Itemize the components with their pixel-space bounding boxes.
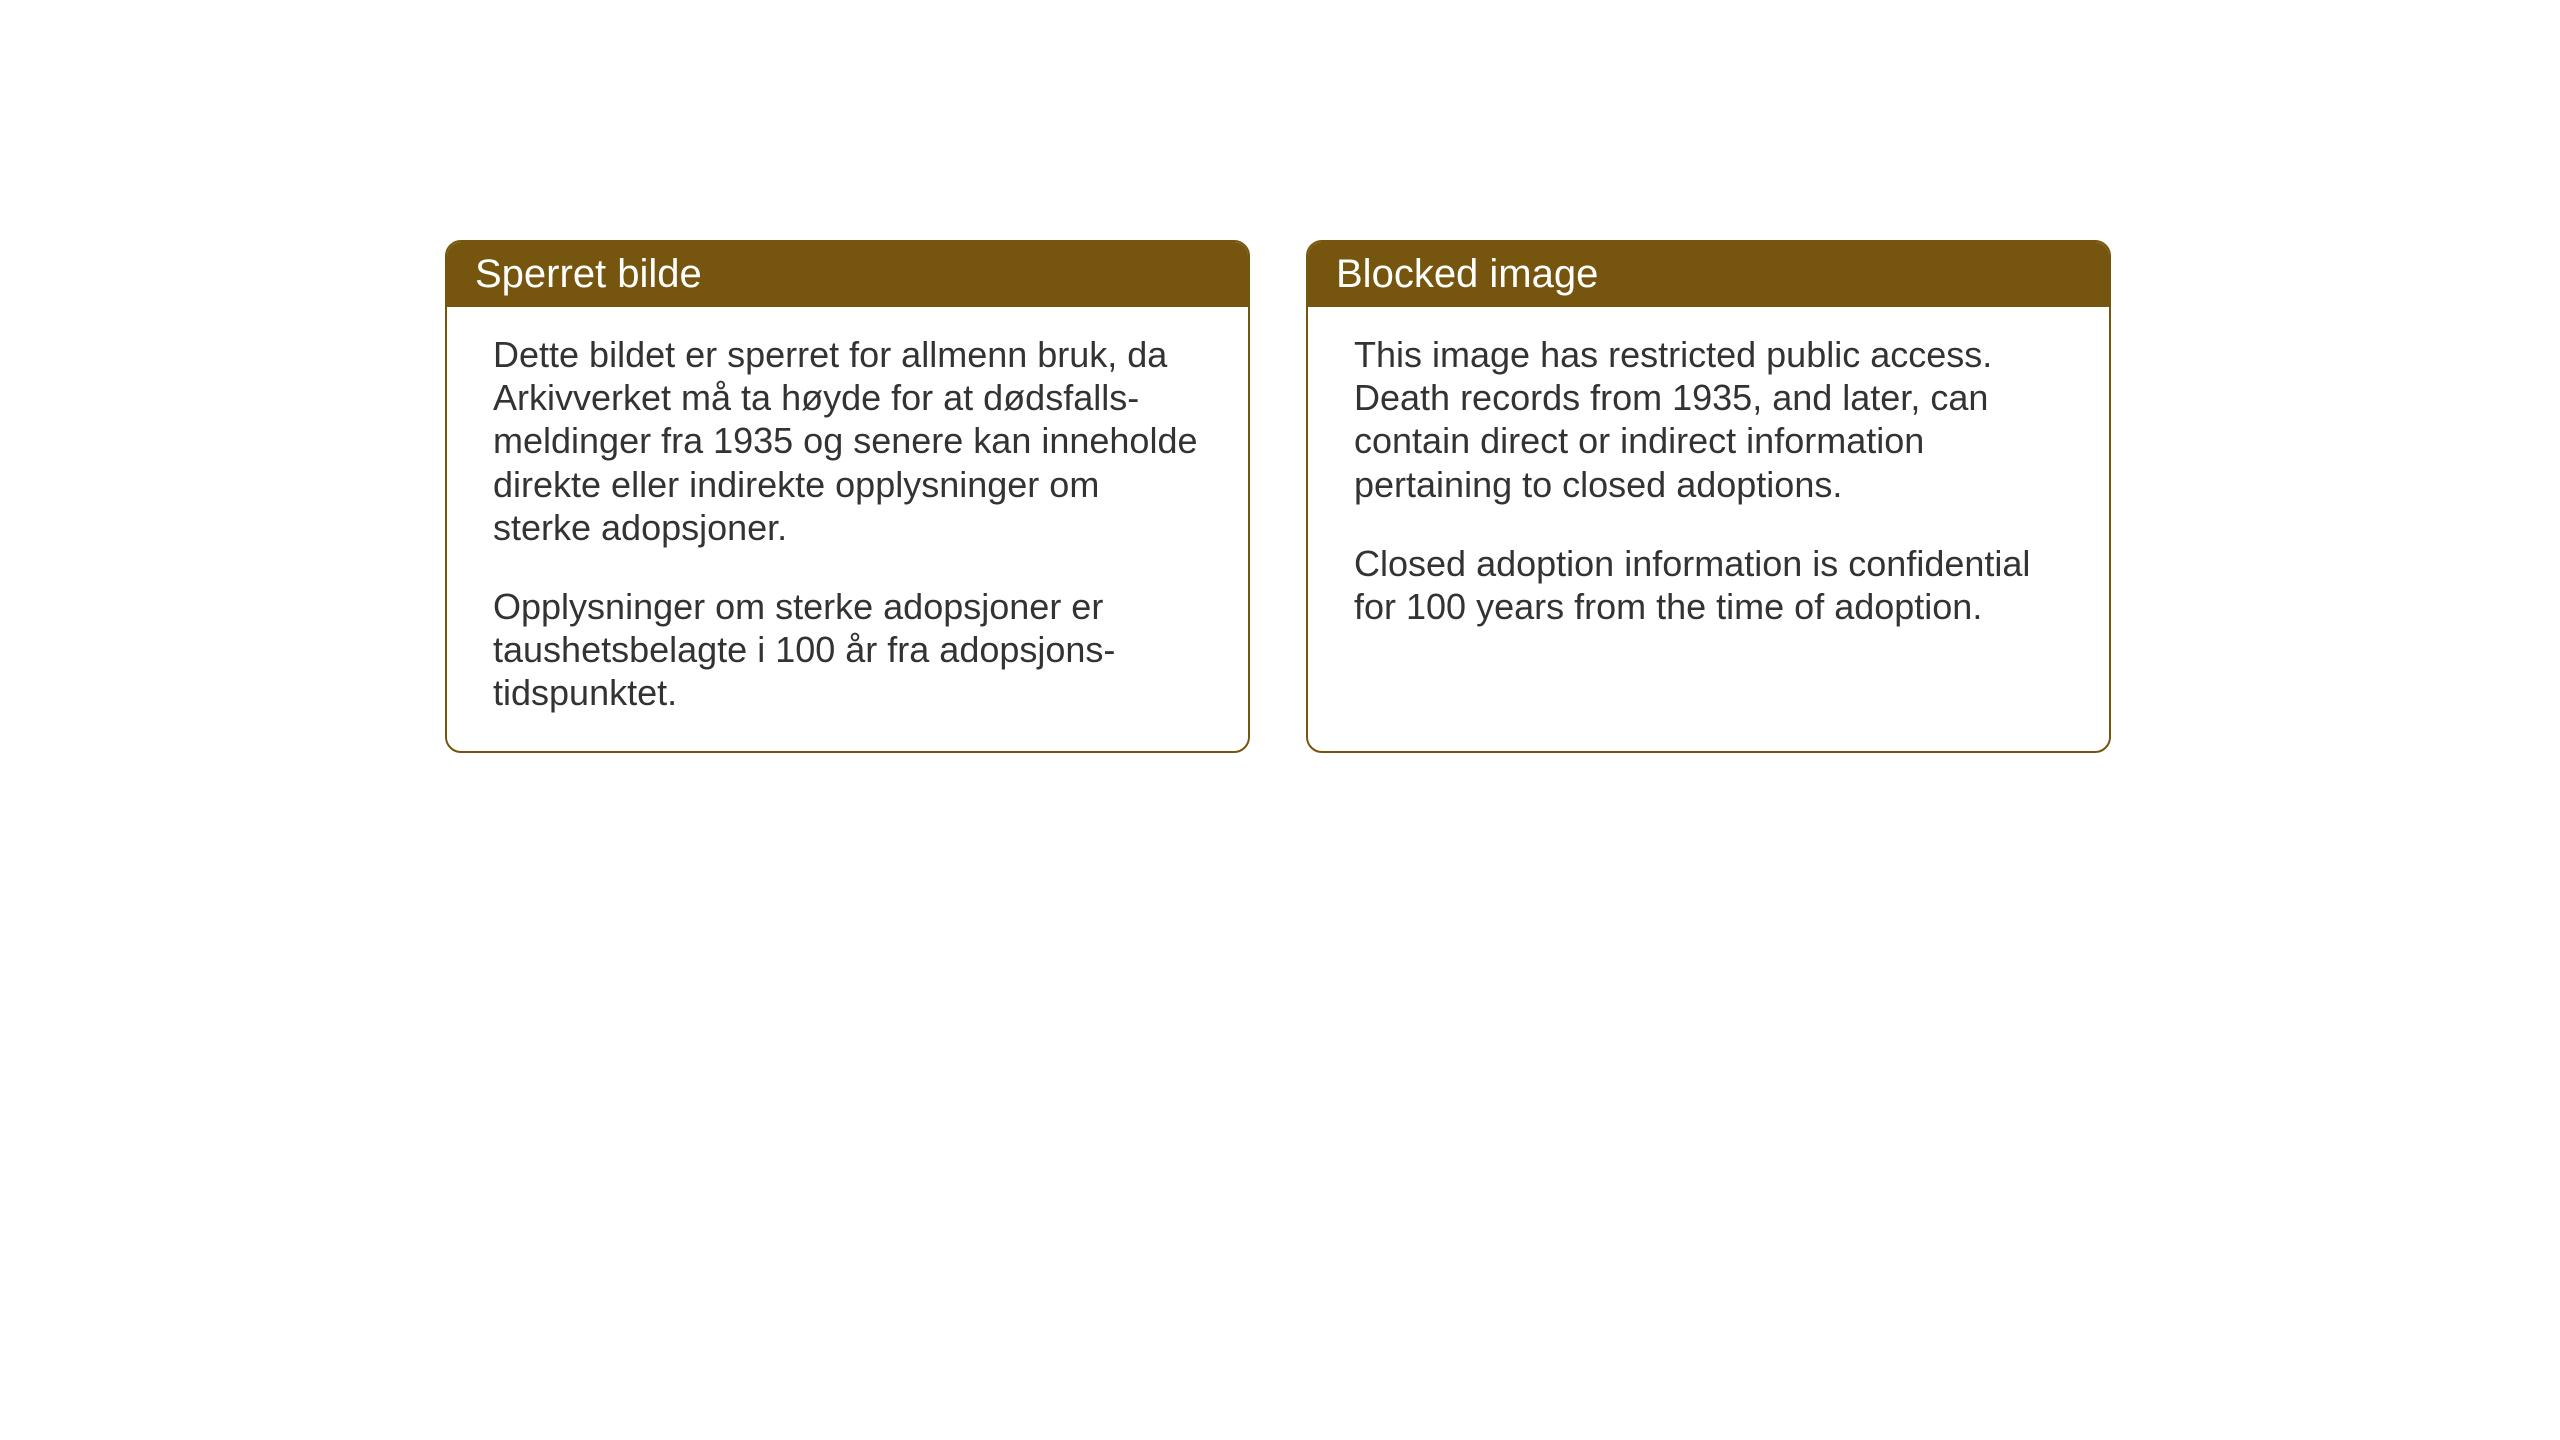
card-english-header: Blocked image [1308,242,2109,307]
card-english-body: This image has restricted public access.… [1308,307,2109,664]
card-norwegian-paragraph-2: Opplysninger om sterke adopsjoner er tau… [493,585,1202,715]
card-norwegian-paragraph-1: Dette bildet er sperret for allmenn bruk… [493,333,1202,549]
card-english-paragraph-1: This image has restricted public access.… [1354,333,2063,506]
card-english-paragraph-2: Closed adoption information is confident… [1354,542,2063,628]
card-english: Blocked image This image has restricted … [1306,240,2111,753]
card-norwegian-title: Sperret bilde [475,252,702,296]
card-norwegian: Sperret bilde Dette bildet er sperret fo… [445,240,1250,753]
card-norwegian-header: Sperret bilde [447,242,1248,307]
card-english-title: Blocked image [1336,252,1598,296]
cards-container: Sperret bilde Dette bildet er sperret fo… [445,240,2111,753]
card-norwegian-body: Dette bildet er sperret for allmenn bruk… [447,307,1248,751]
